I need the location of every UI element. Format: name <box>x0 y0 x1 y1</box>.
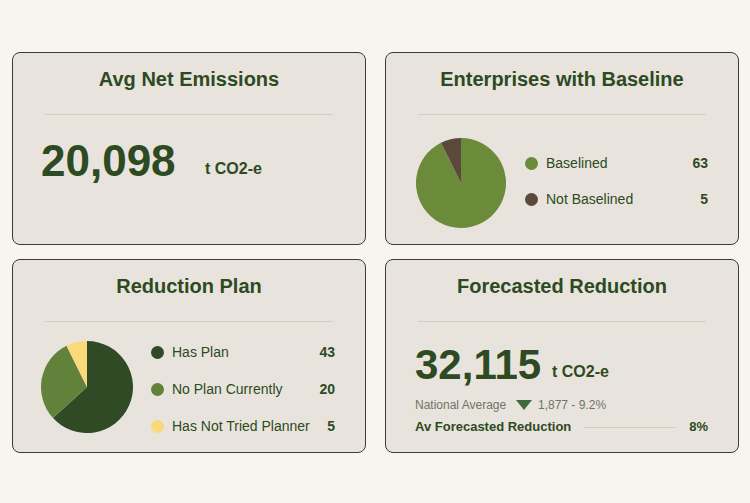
card-title: Avg Net Emissions <box>13 69 365 89</box>
down-triangle <box>516 400 532 410</box>
legend-value: 5 <box>700 192 708 206</box>
divider <box>45 114 333 115</box>
av-forecasted-value: 8% <box>689 420 708 433</box>
legend-swatch <box>525 193 538 206</box>
legend-label: Has Not Tried Planner <box>172 419 310 433</box>
legend-value: 5 <box>327 419 335 433</box>
pie-slice <box>66 341 87 387</box>
card-title: Forecasted Reduction <box>386 276 738 296</box>
legend-swatch <box>151 346 164 359</box>
card-forecasted-reduction: Forecasted Reduction 32,115 t CO2-e Nationa… <box>385 259 739 453</box>
divider <box>418 321 706 322</box>
legend-label: Baselined <box>546 156 608 170</box>
legend-swatch <box>151 383 164 396</box>
pie-chart <box>414 136 508 230</box>
kpi-unit: t CO2-e <box>552 364 609 380</box>
divider <box>418 114 706 115</box>
pie-chart <box>39 339 135 435</box>
legend-value: 43 <box>319 345 335 359</box>
legend-swatch <box>525 157 538 170</box>
card-title: Enterprises with Baseline <box>386 69 738 89</box>
card-enterprises-with-baseline: Enterprises with Baseline Baselined 63 Not … <box>385 52 739 245</box>
av-forecasted-label: Av Forecasted Reduction <box>415 420 571 433</box>
legend-label: Has Plan <box>172 345 229 359</box>
card-title: Reduction Plan <box>13 276 365 296</box>
card-reduction-plan: Reduction Plan Has Plan 43 No Plan Currentl… <box>12 259 366 453</box>
divider <box>45 321 333 322</box>
legend-value: 63 <box>692 156 708 170</box>
legend-swatch <box>151 420 164 433</box>
national-average-label: National Average <box>415 399 506 411</box>
kpi-value: 32,115 <box>415 344 541 386</box>
kpi-unit: t CO2-e <box>205 161 262 177</box>
card-avg-net-emissions: Avg Net Emissions 20,098 t CO2-e <box>12 52 366 245</box>
pie-slice <box>441 138 461 183</box>
national-average-value: 1,877 - 9.2% <box>538 399 606 411</box>
leader-line <box>584 427 676 428</box>
legend-value: 20 <box>319 382 335 396</box>
legend-label: Not Baselined <box>546 192 633 206</box>
down-triangle-shape <box>516 400 532 410</box>
legend-label: No Plan Currently <box>172 382 283 396</box>
kpi-value: 20,098 <box>41 139 176 183</box>
pie-slice <box>416 138 506 228</box>
